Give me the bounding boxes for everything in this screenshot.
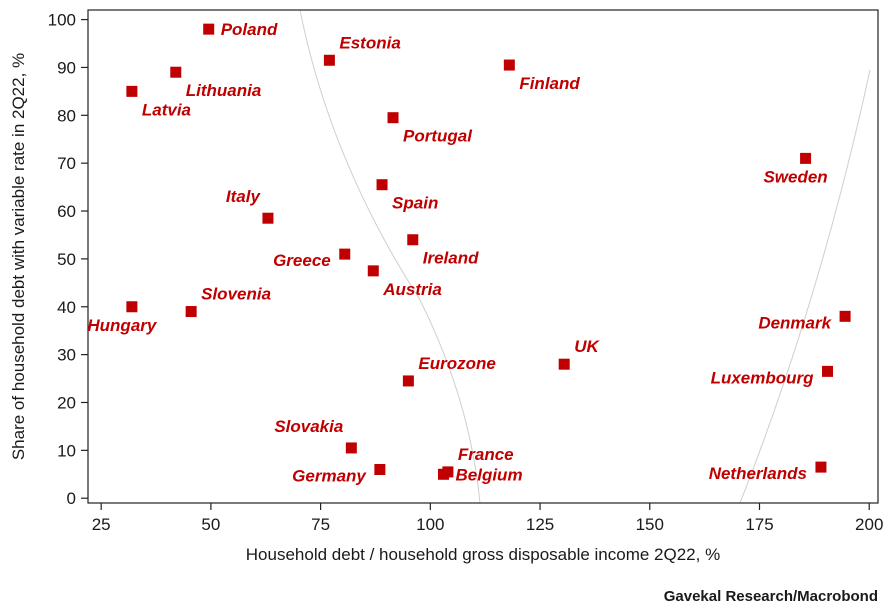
point-ireland — [407, 234, 419, 246]
x-axis-title: Household debt / household gross disposa… — [246, 545, 720, 564]
y-tick-label: 10 — [57, 441, 76, 460]
x-tick-label: 100 — [416, 515, 444, 534]
y-axis-title: Share of household debt with variable ra… — [9, 53, 28, 460]
y-tick-label: 70 — [57, 154, 76, 173]
point-label-germany: Germany — [292, 466, 367, 485]
x-tick-label: 125 — [526, 515, 554, 534]
point-label-luxembourg: Luxembourg — [711, 368, 815, 387]
point-uk — [558, 358, 570, 370]
point-label-italy: Italy — [226, 187, 262, 206]
point-label-finland: Finland — [519, 74, 580, 93]
point-label-denmark: Denmark — [758, 313, 832, 332]
point-belgium — [438, 468, 449, 480]
point-label-poland: Poland — [221, 20, 278, 39]
point-finland — [503, 59, 515, 71]
y-tick-label: 40 — [57, 298, 76, 317]
axes: 25 50 75 100 125 150 175 200 0 10 20 30 40 50 60 70 80 90… — [48, 9, 883, 534]
point-label-estonia: Estonia — [339, 33, 400, 52]
point-italy — [262, 212, 274, 224]
point-label-hungary: Hungary — [87, 316, 158, 335]
data-points: Poland Estonia Lithuania Finland Latvia Portu… — [87, 20, 851, 485]
plot-frame — [87, 9, 879, 504]
y-tick-label: 50 — [57, 250, 76, 269]
point-latvia — [126, 85, 138, 97]
guide-curve-right — [739, 69, 871, 504]
x-tick-label: 25 — [92, 515, 111, 534]
point-denmark — [839, 310, 851, 322]
y-tick-label: 20 — [57, 393, 76, 412]
point-hungary — [126, 301, 138, 313]
point-label-ireland: Ireland — [423, 249, 479, 268]
x-tick-label: 75 — [311, 515, 330, 534]
point-label-sweden: Sweden — [763, 167, 827, 186]
point-lithuania — [170, 66, 182, 78]
point-label-portugal: Portugal — [403, 127, 473, 146]
x-tick-label: 200 — [855, 515, 883, 534]
point-label-eurozone: Eurozone — [418, 354, 495, 373]
y-tick-label: 30 — [57, 346, 76, 365]
point-label-slovakia: Slovakia — [274, 417, 343, 436]
point-label-austria: Austria — [382, 280, 442, 299]
y-tick-label: 100 — [48, 11, 76, 30]
point-label-greece: Greece — [273, 251, 331, 270]
point-greece — [339, 248, 351, 260]
point-label-spain: Spain — [392, 194, 438, 213]
y-tick-label: 80 — [57, 106, 76, 125]
point-label-slovenia: Slovenia — [201, 285, 271, 304]
source-credit: Gavekal Research/Macrobond — [663, 588, 878, 605]
point-sweden — [800, 152, 812, 164]
point-poland — [203, 23, 215, 35]
point-portugal — [387, 112, 399, 124]
point-spain — [376, 179, 388, 191]
point-label-france: France — [458, 445, 514, 464]
point-germany — [374, 463, 386, 475]
x-tick-label: 150 — [636, 515, 664, 534]
guide-curve-left — [299, 9, 481, 504]
point-label-lithuania: Lithuania — [186, 81, 262, 100]
point-label-netherlands: Netherlands — [709, 464, 807, 483]
y-tick-label: 90 — [57, 58, 76, 77]
point-netherlands — [815, 461, 827, 473]
x-tick-label: 175 — [745, 515, 773, 534]
point-slovenia — [185, 306, 197, 318]
point-eurozone — [402, 375, 414, 387]
point-austria — [367, 265, 379, 277]
point-label-uk: UK — [574, 337, 600, 356]
point-luxembourg — [822, 365, 834, 377]
point-estonia — [323, 54, 335, 66]
point-slovakia — [345, 442, 357, 454]
point-label-belgium: Belgium — [456, 465, 523, 484]
y-tick-label: 60 — [57, 202, 76, 221]
y-tick-label: 0 — [67, 489, 76, 508]
point-label-latvia: Latvia — [142, 100, 191, 119]
x-tick-label: 50 — [201, 515, 220, 534]
